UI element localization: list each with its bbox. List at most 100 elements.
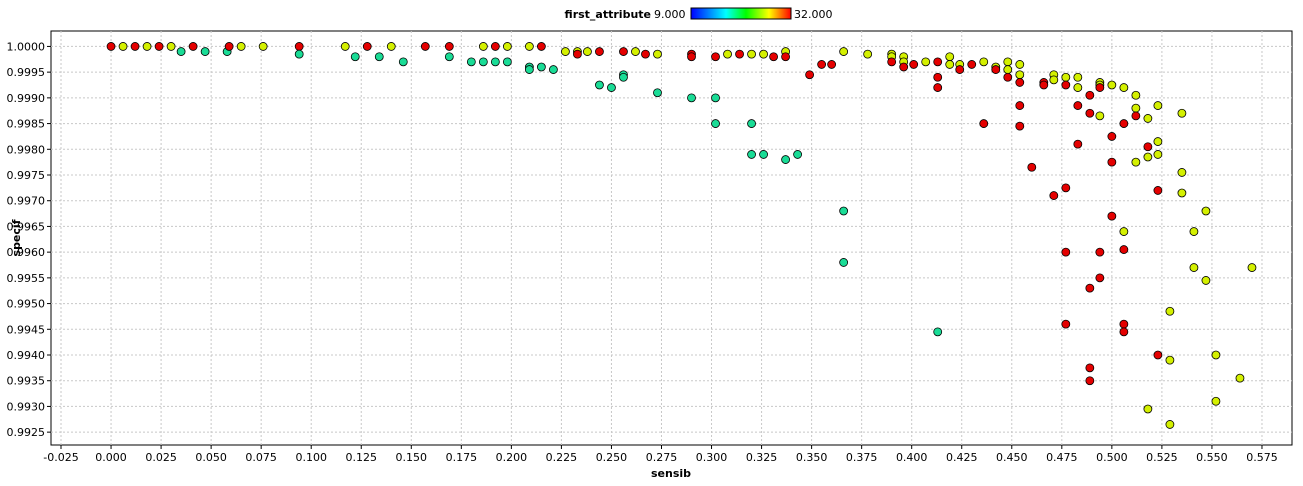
data-point (1165, 355, 1175, 365)
data-point (899, 62, 909, 72)
y-tick-label: 0.9925 (7, 426, 46, 439)
data-point (258, 42, 268, 51)
data-point (444, 42, 454, 51)
data-point (759, 49, 768, 59)
data-point (687, 93, 696, 103)
data-point (466, 57, 476, 67)
color-legend: first_attribute 9.000 32.000 (565, 7, 833, 21)
data-point (909, 60, 919, 69)
data-point (1095, 111, 1105, 121)
data-point (979, 57, 989, 67)
data-point (839, 47, 849, 56)
data-point (1247, 263, 1257, 272)
data-point (106, 42, 116, 51)
y-tick-label: 0.9930 (7, 400, 46, 413)
data-point (536, 62, 546, 72)
data-point (1073, 83, 1083, 92)
data-point (1143, 114, 1153, 123)
data-point (1153, 350, 1163, 360)
data-point (1049, 191, 1059, 200)
data-point (1039, 80, 1049, 90)
data-point (142, 42, 152, 51)
data-point (1143, 152, 1153, 162)
data-point (1073, 139, 1083, 149)
data-point (1085, 283, 1095, 293)
data-point (1015, 78, 1025, 87)
data-point (340, 42, 350, 51)
data-point (154, 42, 164, 51)
data-point (805, 70, 815, 80)
data-point (747, 150, 756, 159)
data-point (595, 80, 604, 90)
y-tick-label: 0.9945 (7, 323, 46, 336)
x-tick-label: 0.050 (195, 451, 227, 464)
data-point (1061, 247, 1071, 257)
y-tick-label: 0.9975 (7, 169, 46, 182)
data-point (386, 42, 396, 51)
data-point (188, 42, 198, 51)
data-point (478, 42, 488, 51)
y-tick-label: 0.9965 (7, 220, 46, 233)
x-tick-label: 0.225 (546, 451, 578, 464)
data-point (653, 49, 662, 59)
data-point (1119, 245, 1129, 254)
data-point (1119, 227, 1129, 236)
y-axis-ticks: 0.9925 0.9930 0.9935 0.9940 0.9945 0.9950 0.99… (7, 40, 51, 439)
data-point (839, 258, 849, 267)
data-point (1131, 103, 1141, 113)
data-point (1211, 350, 1221, 360)
data-point (1003, 65, 1013, 74)
data-point (478, 57, 488, 67)
data-point (817, 60, 827, 69)
data-point (839, 206, 849, 216)
data-point (1235, 373, 1245, 383)
data-point (967, 60, 977, 69)
data-point (1119, 319, 1129, 329)
data-point (420, 42, 430, 51)
data-point (362, 42, 372, 51)
y-tick-label: 0.9995 (7, 66, 46, 79)
data-point (1177, 188, 1187, 198)
data-point (294, 49, 304, 59)
data-point (490, 57, 500, 67)
data-point (1153, 150, 1163, 159)
y-tick-label: 0.9950 (7, 298, 46, 311)
x-tick-label: 0.350 (796, 451, 828, 464)
x-tick-label: 0.175 (446, 451, 478, 464)
data-point (1143, 142, 1153, 152)
data-point (747, 119, 756, 128)
data-point (933, 72, 943, 82)
data-point (1201, 206, 1211, 216)
data-point (1153, 101, 1163, 110)
data-point (176, 47, 186, 56)
data-point (769, 52, 778, 62)
data-point (1027, 162, 1037, 172)
data-point (933, 83, 943, 92)
data-point (200, 47, 210, 56)
x-tick-label: 0.275 (646, 451, 678, 464)
data-point (1085, 108, 1095, 118)
x-tick-label: 0.525 (1146, 451, 1178, 464)
data-point (1061, 319, 1071, 329)
data-point (607, 83, 616, 92)
data-point (723, 49, 732, 59)
data-point (1165, 306, 1175, 316)
data-point (619, 72, 628, 82)
data-point (781, 155, 790, 164)
data-point (945, 52, 955, 62)
data-point (1015, 60, 1025, 69)
data-point (524, 65, 534, 74)
data-point (130, 42, 140, 51)
x-tick-label: 0.550 (1196, 451, 1228, 464)
grid-lines (51, 31, 1292, 445)
y-tick-label: 0.9960 (7, 246, 46, 259)
x-tick-label: 0.475 (1046, 451, 1078, 464)
x-tick-label: 0.100 (295, 451, 327, 464)
x-tick-label: 0.300 (696, 451, 728, 464)
data-point (1015, 121, 1025, 131)
data-point (166, 42, 176, 51)
y-tick-label: 0.9935 (7, 375, 46, 388)
data-point (1085, 90, 1095, 100)
data-point (1107, 211, 1117, 221)
x-tick-label: 0.250 (596, 451, 628, 464)
